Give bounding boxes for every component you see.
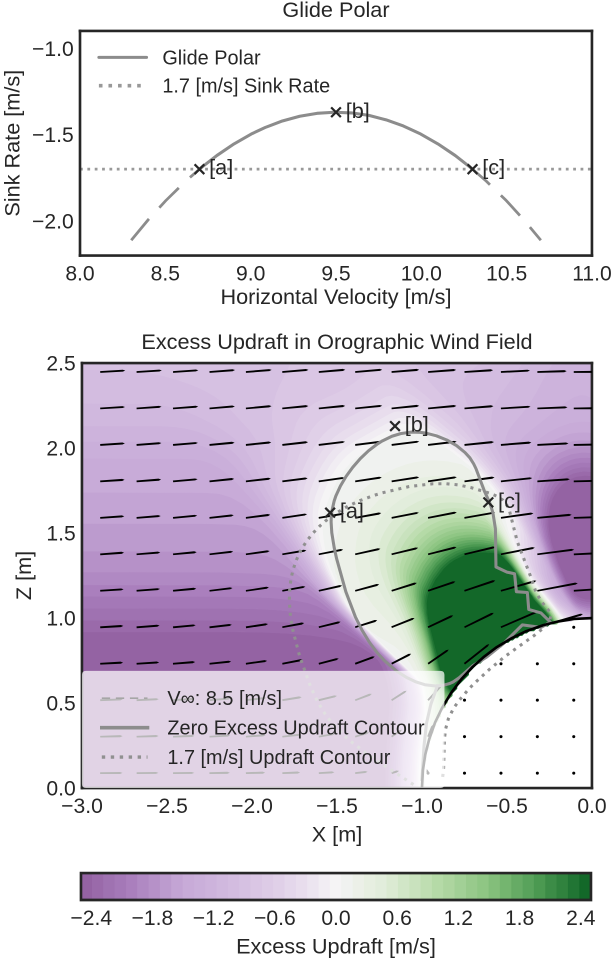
svg-text:[a]: [a] (209, 155, 233, 180)
svg-text:0.0: 0.0 (321, 907, 350, 930)
svg-text:2.5: 2.5 (46, 353, 75, 376)
svg-text:−2.0: −2.0 (32, 211, 74, 234)
svg-text:1.7 [m/s] Updraft Contour: 1.7 [m/s] Updraft Contour (167, 747, 390, 769)
svg-text:1.8: 1.8 (505, 907, 534, 930)
svg-text:−0.5: −0.5 (486, 795, 528, 818)
svg-text:8.0: 8.0 (65, 263, 94, 286)
svg-text:−1.0: −1.0 (401, 795, 443, 818)
svg-text:0.5: 0.5 (46, 693, 75, 716)
svg-text:V∞: 8.5 [m/s]: V∞: 8.5 [m/s] (167, 688, 282, 710)
svg-text:Horizontal Velocity [m/s]: Horizontal Velocity [m/s] (220, 284, 451, 309)
svg-text:10.0: 10.0 (401, 263, 442, 286)
svg-text:−1.2: −1.2 (193, 907, 235, 930)
svg-text:[c]: [c] (498, 488, 521, 513)
svg-text:10.5: 10.5 (486, 263, 527, 286)
svg-text:0.6: 0.6 (383, 907, 412, 930)
svg-text:1.5: 1.5 (46, 523, 75, 546)
svg-text:1.2: 1.2 (444, 907, 473, 930)
svg-text:Excess Updraft in Orographic W: Excess Updraft in Orographic Wind Field (141, 329, 532, 354)
svg-text:[b]: [b] (346, 98, 370, 123)
svg-text:9.5: 9.5 (321, 263, 350, 286)
svg-text:[a]: [a] (340, 498, 364, 523)
svg-text:0.0: 0.0 (46, 778, 75, 801)
svg-text:−2.0: −2.0 (231, 795, 273, 818)
svg-text:8.5: 8.5 (151, 263, 180, 286)
svg-text:[b]: [b] (405, 412, 429, 437)
svg-text:2.0: 2.0 (46, 438, 75, 461)
svg-text:Z [m]: Z [m] (11, 551, 36, 600)
svg-text:1.7 [m/s] Sink Rate: 1.7 [m/s] Sink Rate (162, 76, 330, 98)
svg-text:11.0: 11.0 (572, 263, 612, 286)
svg-text:−3.0: −3.0 (61, 795, 103, 818)
svg-text:[c]: [c] (482, 155, 505, 180)
svg-text:0.0: 0.0 (577, 795, 606, 818)
svg-text:−2.4: −2.4 (70, 907, 112, 930)
svg-text:Excess Updraft [m/s]: Excess Updraft [m/s] (236, 933, 436, 958)
svg-text:Glide Polar: Glide Polar (282, 0, 389, 22)
svg-text:−1.0: −1.0 (32, 38, 74, 61)
svg-text:X [m]: X [m] (312, 821, 363, 846)
svg-text:Glide Polar: Glide Polar (162, 47, 261, 69)
svg-text:−0.6: −0.6 (254, 907, 296, 930)
svg-text:−2.5: −2.5 (146, 795, 188, 818)
svg-text:−1.5: −1.5 (32, 124, 74, 147)
svg-text:9.0: 9.0 (236, 263, 265, 286)
svg-text:−1.5: −1.5 (316, 795, 358, 818)
svg-text:Sink Rate [m/s]: Sink Rate [m/s] (0, 70, 24, 217)
svg-text:2.4: 2.4 (566, 907, 596, 930)
svg-text:1.0: 1.0 (46, 608, 75, 631)
svg-text:Zero Excess Updraft Contour: Zero Excess Updraft Contour (167, 718, 425, 740)
svg-text:−1.8: −1.8 (132, 907, 174, 930)
